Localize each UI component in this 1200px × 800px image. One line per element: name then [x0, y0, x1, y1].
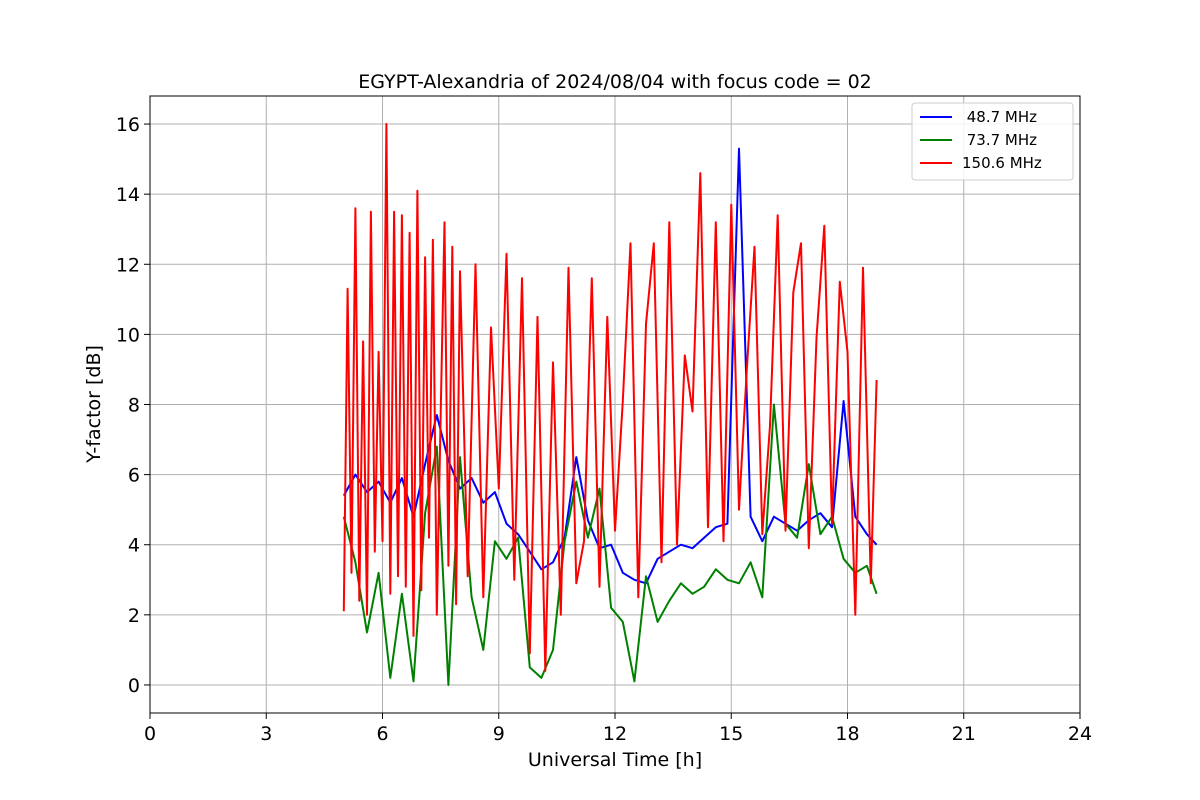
x-tick-label: 24 [1068, 723, 1092, 745]
y-tick-label: 16 [116, 114, 140, 136]
x-tick-label: 12 [603, 723, 627, 745]
legend-box [911, 102, 1074, 181]
x-tick-label: 3 [260, 723, 272, 745]
y-tick-label: 14 [116, 184, 140, 206]
y-axis-label: Y-factor [dB] [83, 345, 105, 464]
chart-title: EGYPT-Alexandria of 2024/08/04 with focu… [358, 71, 872, 93]
legend-label-48: 48.7 MHz [962, 108, 1037, 126]
y-tick-label: 6 [128, 465, 140, 487]
y-axis: 0 2 4 6 8 10 12 14 16 [116, 114, 150, 697]
y-tick-label: 8 [128, 395, 140, 417]
series-line-1 [342, 403, 878, 686]
legend-label-150: 150.6 MHz [962, 154, 1042, 172]
y-tick-label: 4 [128, 535, 140, 557]
x-tick-label: 6 [376, 723, 388, 745]
x-axis: 0 3 6 9 12 15 18 21 24 [144, 713, 1092, 745]
plot-lines [342, 123, 878, 686]
x-axis-label: Universal Time [h] [528, 749, 702, 771]
x-tick-label: 18 [835, 723, 859, 745]
legend: 48.7 MHz 73.7 MHz 150.6 MHz [911, 102, 1074, 181]
y-tick-label: 0 [128, 675, 140, 697]
series-line-0 [342, 147, 878, 585]
y-tick-label: 10 [116, 324, 140, 346]
y-tick-label: 2 [128, 605, 140, 627]
x-tick-label: 9 [493, 723, 505, 745]
series-line-2 [342, 123, 878, 672]
x-tick-label: 15 [719, 723, 743, 745]
x-tick-label: 0 [144, 723, 156, 745]
x-tick-label: 21 [952, 723, 976, 745]
legend-label-73: 73.7 MHz [962, 131, 1037, 149]
y-tick-label: 12 [116, 254, 140, 276]
